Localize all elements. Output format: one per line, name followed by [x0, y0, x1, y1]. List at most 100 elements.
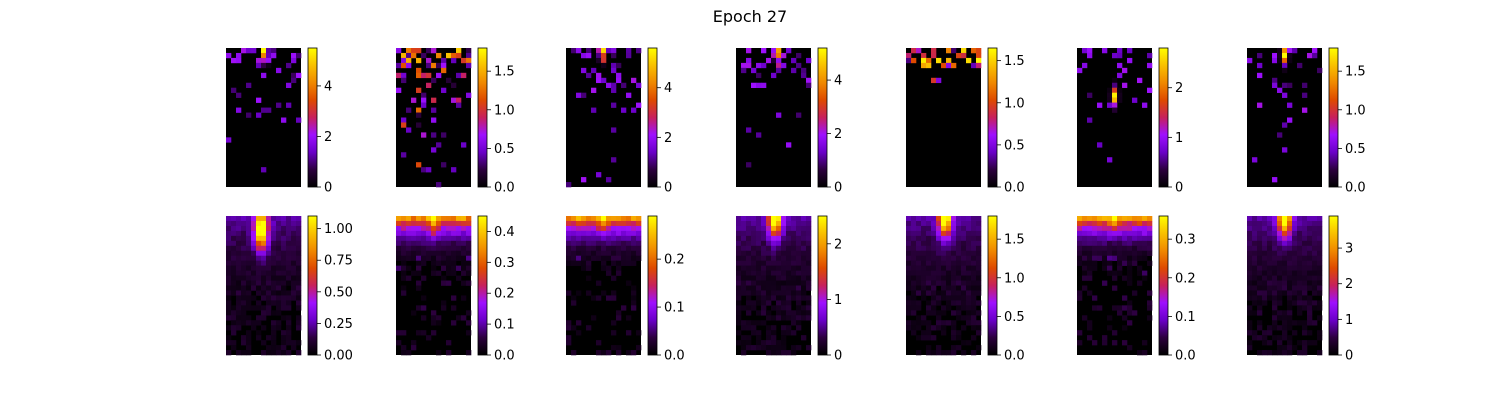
- heatmap-cell: [761, 220, 767, 227]
- heatmap-cell: [1277, 285, 1283, 291]
- heatmap-cell: [411, 235, 417, 242]
- heatmap-cell: [411, 48, 417, 54]
- heatmap-cell: [766, 290, 772, 296]
- heatmap-cell: [786, 285, 792, 291]
- heatmap-cell: [771, 255, 777, 261]
- heatmap-cell: [396, 245, 402, 252]
- heatmap-cell: [611, 52, 617, 59]
- heatmap-cell: [1282, 216, 1288, 222]
- heatmap-cell: [1137, 220, 1143, 227]
- heatmap-cell: [281, 230, 287, 237]
- heatmap-cell: [976, 52, 982, 59]
- heatmap-cell: [286, 245, 292, 252]
- heatmap-cell: [601, 240, 607, 247]
- heatmap-cell: [1082, 265, 1088, 271]
- heatmap-cell: [1287, 235, 1293, 242]
- heatmap-cell: [1267, 340, 1273, 346]
- heatmap-cell: [246, 335, 252, 341]
- heatmap-cell: [771, 325, 777, 331]
- heatmap-cell: [611, 275, 617, 281]
- heatmap-cell: [451, 57, 457, 64]
- heatmap-cell: [1277, 87, 1283, 93]
- heatmap-cell: [1307, 250, 1313, 257]
- heatmap-cell: [281, 285, 287, 291]
- heatmap-cell: [611, 127, 617, 133]
- heatmap-cell: [966, 250, 972, 257]
- colorbar: [1328, 215, 1339, 356]
- heatmap-cell: [421, 97, 427, 103]
- heatmap-cell: [971, 295, 977, 301]
- heatmap-cell: [1087, 245, 1093, 252]
- heatmap-cell: [251, 265, 257, 271]
- heatmap-cell: [636, 102, 642, 108]
- heatmap-cell: [931, 295, 937, 301]
- heatmap-cell: [436, 235, 442, 242]
- heatmap-cell: [1117, 230, 1123, 237]
- heatmap-cell: [971, 310, 977, 316]
- heatmap-cell: [936, 77, 942, 84]
- heatmap-cell: [241, 220, 247, 227]
- heatmap-cell: [286, 315, 292, 321]
- heatmap-cell: [1277, 340, 1283, 346]
- heatmap-cell: [231, 235, 237, 242]
- heatmap-cell: [451, 245, 457, 252]
- heatmap-cell: [226, 265, 232, 271]
- heatmap-cell: [1267, 250, 1273, 257]
- heatmap-cell: [1282, 92, 1288, 98]
- heatmap-cell: [751, 82, 757, 89]
- heatmap-cell: [796, 225, 802, 232]
- heatmap-cell: [586, 52, 592, 59]
- heatmap-cell: [1247, 320, 1253, 326]
- heatmap-cell: [1267, 255, 1273, 261]
- heatmap-cell: [791, 290, 797, 296]
- heatmap-cell: [906, 260, 912, 266]
- colorbar-tick-label: 4: [664, 81, 672, 96]
- heatmap-cell: [396, 250, 402, 257]
- heatmap-cell: [266, 245, 272, 252]
- heatmap-cell: [741, 67, 747, 74]
- heatmap-cell: [256, 235, 262, 242]
- heatmap-cell: [261, 325, 267, 331]
- heatmap-cell: [601, 220, 607, 227]
- heatmap-cell: [756, 330, 762, 336]
- heatmap-cell: [966, 270, 972, 276]
- heatmap-cell: [1257, 216, 1263, 222]
- heatmap-cell: [581, 230, 587, 237]
- heatmap-cell: [941, 280, 947, 286]
- heatmap-cell: [1297, 285, 1303, 291]
- colorbar-tick-label: 1.0: [1004, 96, 1025, 111]
- heatmap-cell: [596, 240, 602, 247]
- heatmap-cell: [431, 48, 437, 54]
- heatmap-cell: [246, 255, 252, 261]
- heatmap-cell: [261, 250, 267, 257]
- heatmap-cell: [916, 325, 922, 331]
- heatmap-cell: [611, 255, 617, 261]
- heatmap-cell: [1132, 310, 1138, 316]
- heatmap-cell: [401, 330, 407, 336]
- heatmap-cell: [941, 330, 947, 336]
- heatmap-cell: [1262, 220, 1268, 227]
- colorbar-tick-label: 1.00: [324, 222, 353, 237]
- heatmap-cell: [446, 265, 452, 271]
- heatmap-cell: [1107, 102, 1113, 108]
- heatmap-cell: [946, 245, 952, 252]
- heatmap-cell: [586, 48, 592, 54]
- heatmap-cell: [591, 315, 597, 321]
- heatmap-cell: [1122, 340, 1128, 346]
- heatmap-cell: [576, 260, 582, 266]
- heatmap-cell: [1102, 245, 1108, 252]
- heatmap-cell: [961, 340, 967, 346]
- heatmap-cell: [1132, 260, 1138, 266]
- heatmap-cell: [1282, 245, 1288, 252]
- heatmap-cell: [626, 250, 632, 257]
- heatmap-cell: [1287, 265, 1293, 271]
- heatmap-cell: [616, 310, 622, 316]
- heatmap-cell: [771, 285, 777, 291]
- heatmap-cell: [611, 102, 617, 108]
- heatmap-cell: [1287, 82, 1293, 89]
- heatmap-cell: [261, 305, 267, 311]
- heatmap-cell: [1277, 350, 1283, 356]
- heatmap-cell: [1297, 235, 1303, 242]
- heatmap-cell: [921, 52, 927, 59]
- heatmap-cell: [1262, 330, 1268, 336]
